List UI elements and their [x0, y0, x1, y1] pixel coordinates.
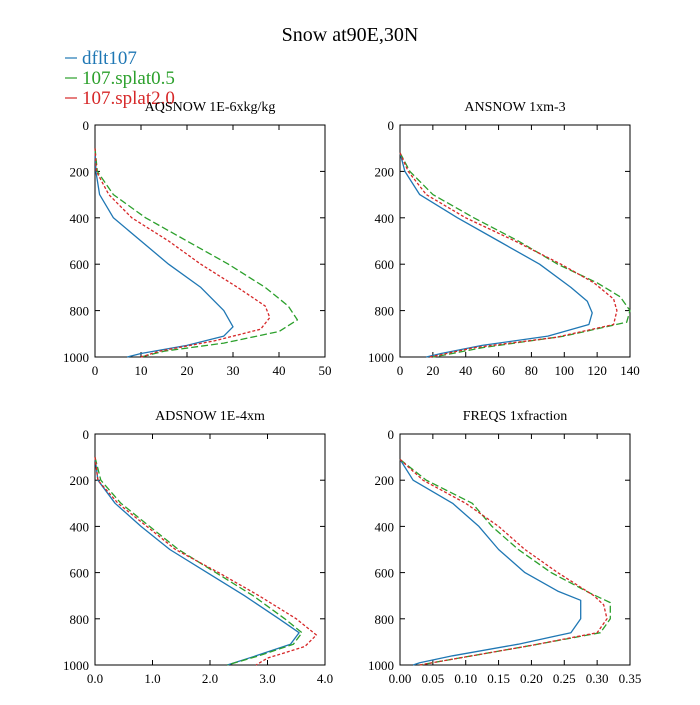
- y-tick-label: 400: [375, 211, 395, 226]
- x-tick-label: 0: [397, 363, 404, 378]
- x-tick-label: 0.10: [454, 671, 477, 686]
- legend-label-dflt107: dflt107: [82, 48, 137, 69]
- x-tick-label: 40: [273, 363, 286, 378]
- x-tick-label: 0.05: [421, 671, 444, 686]
- y-tick-label: 200: [375, 473, 395, 488]
- legend: dflt107 107.splat0.5 107.splat2.0: [65, 48, 175, 109]
- x-tick-label: 1.0: [144, 671, 160, 686]
- y-tick-label: 200: [375, 164, 395, 179]
- series-line-107.splat2.0: [94, 148, 271, 358]
- plot-frame: [94, 124, 326, 358]
- series-line-dflt107: [399, 459, 582, 666]
- x-tick-label: 0.35: [619, 671, 642, 686]
- x-tick-label: 2.0: [202, 671, 218, 686]
- y-tick-label: 0: [388, 118, 395, 133]
- x-tick-label: 4.0: [317, 671, 333, 686]
- x-tick-label: 10: [135, 363, 148, 378]
- y-tick-label: 200: [70, 473, 90, 488]
- y-tick-label: 600: [70, 566, 90, 581]
- y-tick-label: 1000: [368, 658, 394, 673]
- x-tick-label: 50: [319, 363, 332, 378]
- y-tick-label: 800: [70, 612, 90, 627]
- legend-label-splat0.5: 107.splat0.5: [82, 68, 175, 89]
- y-tick-label: 400: [70, 519, 90, 534]
- series-line-107.splat2.0: [399, 152, 618, 358]
- series-line-dflt107: [399, 152, 593, 358]
- x-tick-label: 140: [620, 363, 640, 378]
- panel-title: AQSNOW 1E-6xkg/kg: [145, 100, 276, 115]
- y-tick-label: 1000: [63, 350, 89, 365]
- series-line-107.splat2.0: [94, 457, 318, 666]
- y-tick-label: 600: [70, 257, 90, 272]
- x-tick-label: 60: [492, 363, 505, 378]
- x-tick-label: 0.00: [389, 671, 412, 686]
- y-tick-label: 0: [83, 118, 90, 133]
- x-tick-label: 20: [426, 363, 439, 378]
- plot-frame: [399, 433, 631, 666]
- y-tick-label: 0: [388, 427, 395, 442]
- plot-frame: [94, 433, 326, 666]
- series-line-dflt107: [94, 148, 234, 358]
- x-tick-label: 80: [525, 363, 538, 378]
- y-tick-label: 800: [375, 612, 395, 627]
- y-tick-label: 800: [70, 304, 90, 319]
- x-tick-label: 0: [92, 363, 99, 378]
- series-line-dflt107: [94, 457, 300, 666]
- plot-frame: [399, 124, 631, 358]
- y-tick-label: 1000: [63, 658, 89, 673]
- x-tick-label: 0.25: [553, 671, 576, 686]
- y-tick-label: 600: [375, 257, 395, 272]
- x-tick-label: 40: [459, 363, 472, 378]
- y-tick-label: 600: [375, 566, 395, 581]
- y-tick-label: 1000: [368, 350, 394, 365]
- x-tick-label: 100: [555, 363, 575, 378]
- x-tick-label: 30: [227, 363, 240, 378]
- series-line-107.splat0.5: [94, 148, 299, 358]
- y-tick-label: 200: [70, 164, 90, 179]
- x-tick-label: 0.0: [87, 671, 103, 686]
- x-tick-label: 3.0: [259, 671, 275, 686]
- series-line-107.splat0.5: [94, 456, 303, 666]
- legend-label-splat2.0: 107.splat2.0: [82, 88, 175, 109]
- y-tick-label: 0: [83, 427, 90, 442]
- x-tick-label: 0.20: [520, 671, 543, 686]
- x-tick-label: 0.15: [487, 671, 510, 686]
- x-tick-label: 0.30: [586, 671, 609, 686]
- y-tick-label: 400: [70, 211, 90, 226]
- y-tick-label: 400: [375, 519, 395, 534]
- series-line-107.splat2.0: [399, 458, 608, 666]
- figure-title: Snow at90E,30N: [282, 24, 419, 46]
- panel-title: FREQS 1xfraction: [463, 409, 568, 424]
- x-tick-label: 120: [587, 363, 607, 378]
- y-tick-label: 800: [375, 304, 395, 319]
- x-tick-label: 20: [181, 363, 194, 378]
- panel-title: ANSNOW 1xm-3: [464, 100, 565, 115]
- series-line-107.splat0.5: [399, 152, 631, 358]
- panel-title: ADSNOW 1E-4xm: [155, 409, 265, 424]
